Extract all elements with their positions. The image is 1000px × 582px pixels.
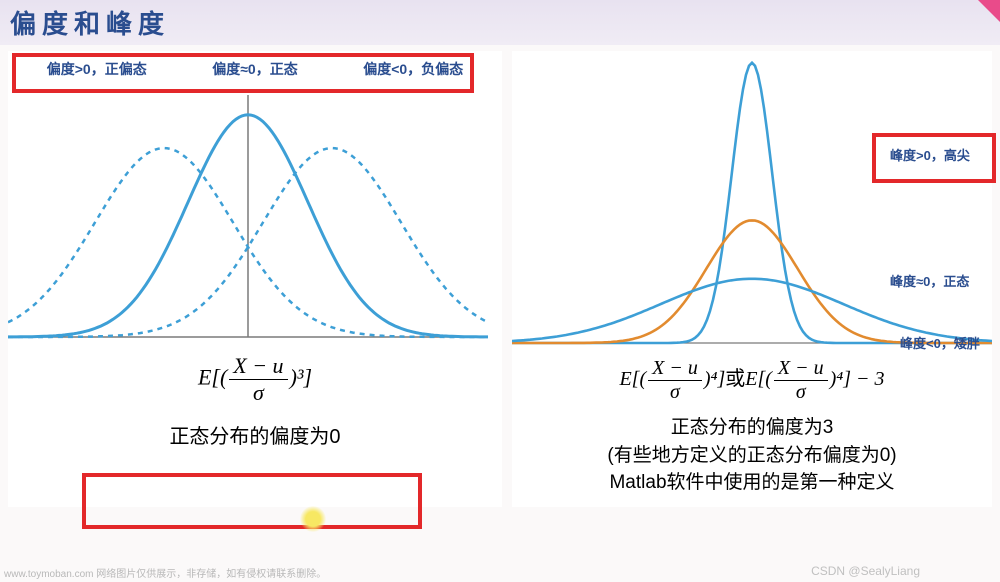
- formula-power2: )⁴] − 3: [830, 368, 885, 390]
- skewness-panel: 偏度>0，正偏态 偏度≈0，正态 偏度<0，负偏态 E[(X − uσ)³] 正…: [8, 51, 502, 507]
- formula-prefix-r2: E[(: [745, 368, 772, 390]
- kurtosis-formula: E[(X − uσ)⁴]或E[(X − uσ)⁴] − 3: [512, 351, 992, 410]
- numerator: X − u: [648, 357, 702, 381]
- corner-badge: [978, 0, 1000, 22]
- numerator: X − u: [229, 353, 287, 380]
- caption-line3: Matlab软件中使用的是第一种定义: [518, 469, 986, 497]
- content-area: 偏度>0，正偏态 偏度≈0，正态 偏度<0，负偏态 E[(X − uσ)³] 正…: [0, 45, 1000, 507]
- label-kurt-flat: 峰度<0，矮胖: [900, 333, 980, 352]
- kurtosis-panel: 峰度>0，高尖 峰度≈0，正态 峰度<0，矮胖 E[(X − uσ)⁴]或E[(…: [512, 51, 992, 507]
- csdn-watermark: CSDN @SealyLiang: [811, 564, 920, 578]
- footer-watermark: www.toymoban.com 网络图片仅供展示，非存储，如有侵权请联系删除。: [4, 565, 326, 580]
- fraction-icon: X − uσ: [229, 353, 287, 406]
- formula-or: 或: [725, 368, 745, 390]
- numerator: X − u: [774, 357, 828, 381]
- caption-line2: (有些地方定义的正态分布偏度为0): [518, 442, 986, 470]
- page-title: 偏度和峰度: [0, 0, 1000, 45]
- kurtosis-chart: [512, 51, 992, 351]
- kurtosis-caption: 正态分布的偏度为3 (有些地方定义的正态分布偏度为0) Matlab软件中使用的…: [512, 410, 992, 507]
- formula-power1: )⁴]: [704, 368, 725, 390]
- denominator: σ: [229, 380, 287, 406]
- formula-power: )³]: [290, 365, 312, 390]
- caption-line1: 正态分布的偏度为3: [518, 414, 986, 442]
- denominator: σ: [774, 381, 828, 404]
- redbox-skew-caption: [82, 473, 422, 529]
- formula-prefix: E[(: [198, 365, 227, 390]
- label-kurt-normal: 峰度≈0，正态: [890, 271, 969, 290]
- denominator: σ: [648, 381, 702, 404]
- skewness-caption: 正态分布的偏度为0: [8, 412, 502, 462]
- redbox-skew-labels: [12, 53, 474, 93]
- skewness-chart: [8, 87, 488, 347]
- label-kurt-high: 峰度>0，高尖: [890, 145, 970, 164]
- cursor-highlight-icon: [300, 506, 326, 532]
- fraction-icon: X − uσ: [648, 357, 702, 404]
- skewness-formula: E[(X − uσ)³]: [8, 347, 502, 412]
- fraction-icon: X − uσ: [774, 357, 828, 404]
- formula-prefix-r: E[(: [619, 368, 646, 390]
